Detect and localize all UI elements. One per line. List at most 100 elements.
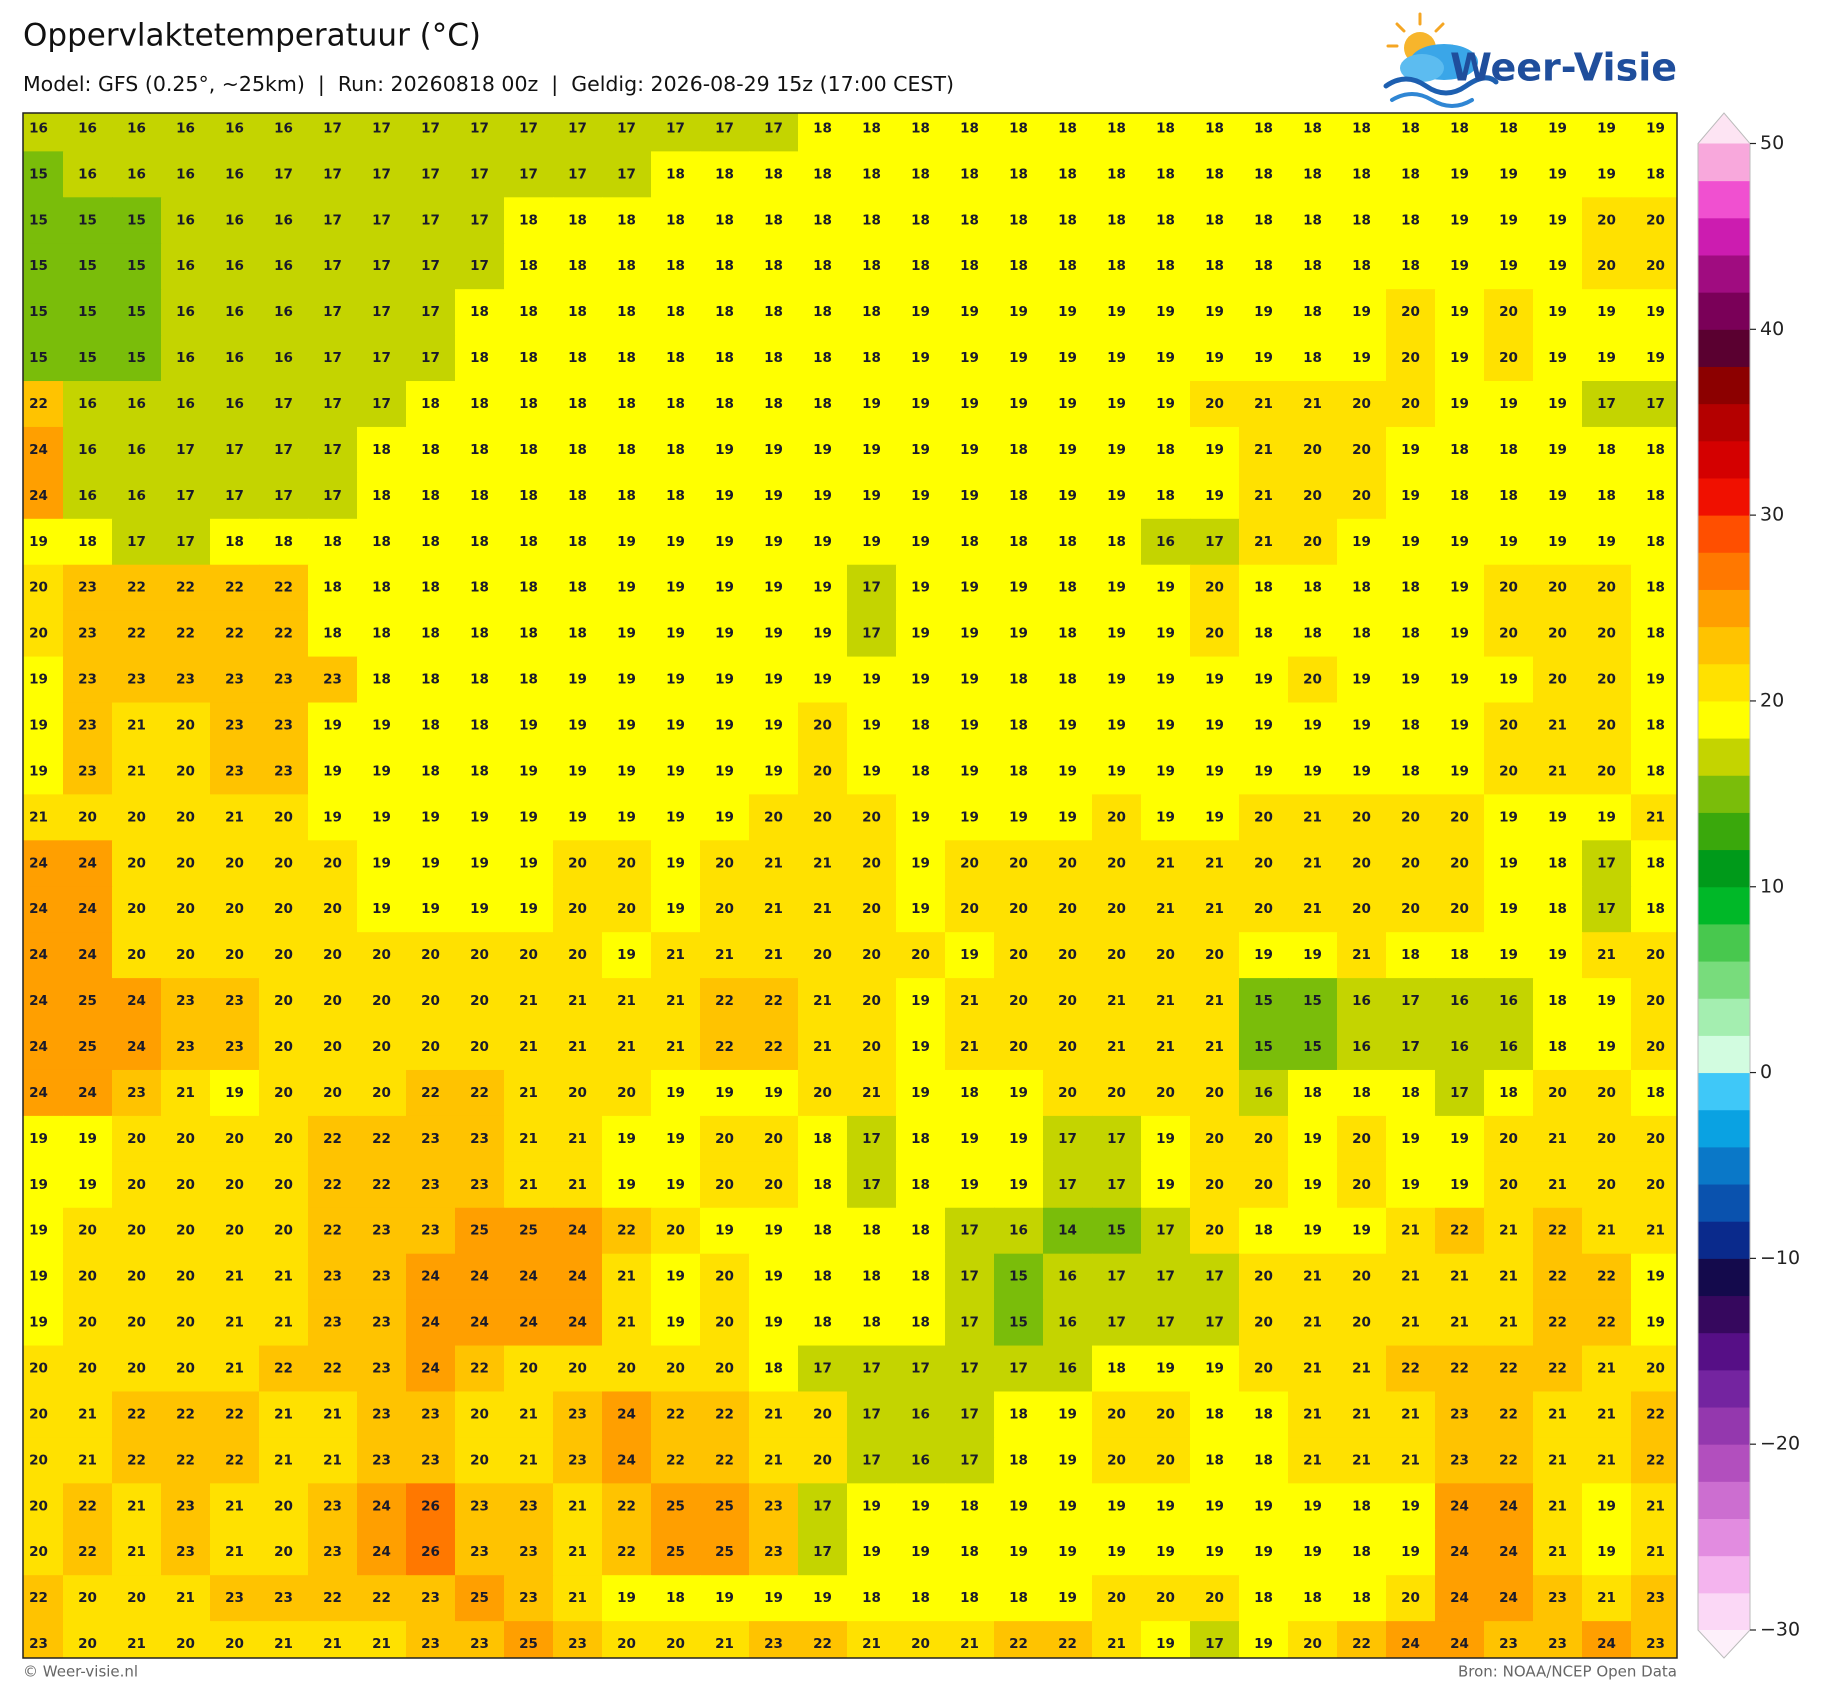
temp-label: 23	[470, 1177, 489, 1193]
temp-cell	[553, 1115, 603, 1163]
temp-cell	[1043, 1529, 1093, 1576]
temp-cell	[945, 1115, 995, 1163]
temp-cell	[1484, 243, 1534, 290]
temp-cell	[847, 197, 897, 244]
temp-cell	[112, 1207, 162, 1255]
temp-cell	[1435, 1024, 1485, 1071]
temp-cell	[112, 978, 162, 1025]
temp-label: 19	[1156, 1131, 1175, 1147]
temp-label: 18	[813, 120, 832, 136]
temp-label: 18	[519, 350, 538, 366]
temp-cell	[1533, 1161, 1583, 1209]
temp-cell	[602, 1345, 652, 1393]
temp-label: 19	[372, 855, 391, 871]
temp-cell	[1239, 1483, 1289, 1530]
temp-cell	[23, 1437, 64, 1484]
temp-cell	[210, 243, 260, 290]
temp-cell	[161, 518, 211, 566]
temp-cell	[357, 1161, 407, 1209]
temp-label: 24	[1401, 1636, 1420, 1652]
temp-label: 18	[813, 1131, 832, 1147]
temp-label: 19	[1205, 1498, 1224, 1514]
temp-label: 18	[1107, 166, 1126, 182]
temp-cell	[1337, 1253, 1387, 1301]
temp-label: 21	[568, 1544, 587, 1560]
temp-label: 23	[1646, 1590, 1665, 1606]
temp-label: 18	[617, 488, 636, 504]
temp-label: 18	[1646, 626, 1665, 642]
temp-label: 19	[1156, 809, 1175, 825]
temp-label: 18	[1450, 120, 1469, 136]
temp-cell	[1092, 289, 1142, 336]
temp-label: 16	[176, 166, 195, 182]
temp-cell	[112, 932, 162, 979]
temp-cell	[357, 748, 407, 795]
temp-cell	[1337, 748, 1387, 795]
temp-label: 16	[176, 396, 195, 412]
temp-cell	[945, 289, 995, 336]
temp-label: 20	[1009, 993, 1028, 1009]
temp-cell	[1141, 1207, 1191, 1255]
temp-cell	[847, 564, 897, 612]
temp-label: 19	[715, 809, 734, 825]
temp-label: 18	[1401, 166, 1420, 182]
temp-label: 20	[715, 901, 734, 917]
temp-cell	[63, 426, 113, 474]
temp-cell	[259, 1207, 309, 1255]
temp-label: 24	[519, 1315, 538, 1331]
temp-label: 21	[1548, 1406, 1567, 1422]
temp-cell	[259, 610, 309, 658]
temp-label: 18	[715, 396, 734, 412]
logo-text: Weer-Visie	[1450, 46, 1677, 90]
temp-label: 20	[29, 1498, 48, 1514]
temp-cell	[1386, 197, 1436, 244]
temp-label: 19	[911, 1085, 930, 1101]
temp-label: 20	[29, 1452, 48, 1468]
temp-cell	[1043, 197, 1093, 244]
temp-label: 20	[1156, 1452, 1175, 1468]
temp-cell	[1141, 748, 1191, 795]
temp-cell	[1141, 151, 1191, 198]
temp-label: 20	[1205, 1223, 1224, 1239]
temp-cell	[994, 243, 1044, 290]
temp-cell	[798, 1575, 848, 1622]
temp-label: 21	[1156, 1039, 1175, 1055]
temp-cell	[1288, 656, 1338, 704]
temp-cell	[1141, 1391, 1191, 1439]
temp-label: 21	[568, 1590, 587, 1606]
temp-cell	[1239, 518, 1289, 566]
temp-label: 19	[1205, 1361, 1224, 1377]
temp-label: 18	[1401, 580, 1420, 596]
temp-label: 18	[960, 1498, 979, 1514]
temp-cell	[1533, 335, 1583, 382]
temp-label: 16	[176, 258, 195, 274]
temp-label: 19	[911, 442, 930, 458]
temp-label: 22	[274, 1361, 293, 1377]
temp-cell	[23, 748, 64, 795]
temp-cell	[504, 426, 554, 474]
temp-cell	[847, 335, 897, 382]
temp-label: 19	[1254, 947, 1273, 963]
temp-label: 19	[1009, 626, 1028, 642]
temp-label: 20	[127, 855, 146, 871]
temp-cell	[749, 1299, 799, 1347]
temp-label: 21	[1303, 396, 1322, 412]
temp-label: 19	[1058, 304, 1077, 320]
temp-label: 19	[1303, 1177, 1322, 1193]
temp-label: 18	[666, 488, 685, 504]
temp-cell	[798, 1115, 848, 1163]
temp-label: 23	[225, 993, 244, 1009]
temp-cell	[1631, 1345, 1677, 1393]
temp-cell	[1484, 1069, 1534, 1117]
temp-label: 19	[1450, 396, 1469, 412]
temp-label: 19	[1254, 1498, 1273, 1514]
temp-label: 18	[1303, 120, 1322, 136]
temp-cell	[504, 1253, 554, 1301]
temp-cell	[945, 1253, 995, 1301]
temp-label: 22	[421, 1085, 440, 1101]
temp-label: 19	[617, 580, 636, 596]
temp-cell	[749, 794, 799, 841]
temp-cell	[553, 886, 603, 933]
temp-cell	[455, 243, 505, 290]
temp-cell	[1533, 1069, 1583, 1117]
